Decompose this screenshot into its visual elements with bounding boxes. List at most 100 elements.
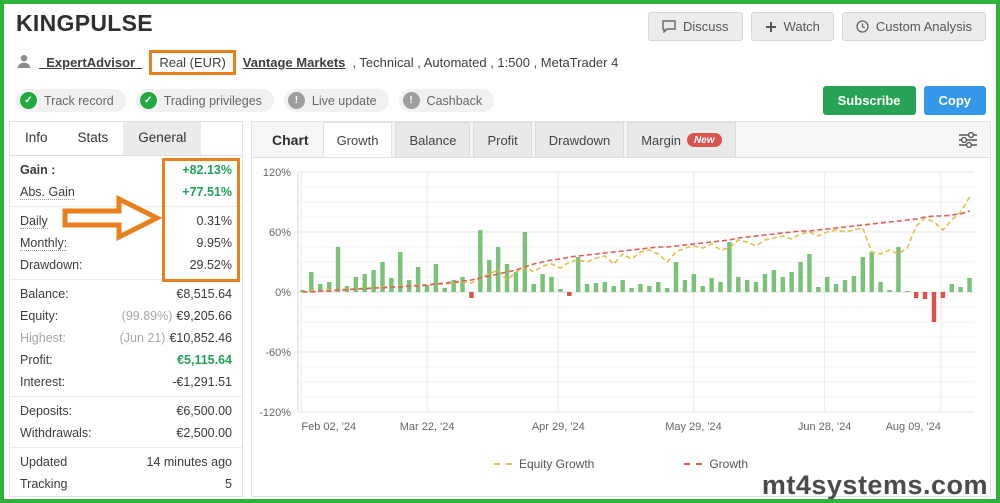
header-actions: Discuss Watch Custom Analysis: [648, 12, 986, 41]
gain-group: Gain : +82.13% Abs. Gain +77.51%: [10, 156, 242, 207]
daily-value: 0.31%: [196, 214, 232, 228]
gain-label: Gain :: [20, 163, 56, 177]
updated-row: Updated 14 minutes ago: [10, 451, 242, 473]
highest-value: (Jun 21) €10,852.46: [119, 331, 232, 345]
daily-label[interactable]: Daily: [20, 213, 48, 229]
tab-profit[interactable]: Profit: [473, 122, 532, 157]
equity-growth-swatch: [493, 463, 512, 465]
watermark: mt4systems.com: [761, 470, 988, 500]
new-badge: New: [686, 133, 722, 147]
legend-growth[interactable]: Growth: [684, 457, 748, 471]
monthly-row: Monthly: 9.95%: [10, 232, 242, 254]
verification-badges: ✓ Track record ✓ Trading privileges ! Li…: [16, 89, 495, 112]
chart-tabbar: Chart Growth Balance Profit Drawdown Mar…: [252, 122, 990, 158]
equity-row: Equity: (99.89%) €9,205.66: [10, 305, 242, 327]
balance-label: Balance:: [20, 287, 69, 301]
check-icon: ✓: [20, 92, 37, 109]
chat-icon: [662, 20, 676, 33]
drawdown-row: Drawdown: 29.52%: [10, 254, 242, 276]
copy-button[interactable]: Copy: [923, 86, 986, 115]
drawdown-value: 29.52%: [189, 258, 232, 272]
svg-text:-60%: -60%: [265, 347, 291, 359]
highest-row: Highest: (Jun 21) €10,852.46: [10, 327, 242, 349]
deposits-group: Deposits: €6,500.00 Withdrawals: €2,500.…: [10, 397, 242, 448]
gain-value: +82.13%: [182, 163, 232, 177]
balance-value: €8,515.64: [176, 287, 232, 301]
svg-text:Apr 29, '24: Apr 29, '24: [532, 421, 585, 433]
drawdown-label: Drawdown:: [20, 258, 83, 272]
live-update-label: Live update: [311, 93, 377, 108]
monthly-value: 9.95%: [196, 236, 232, 250]
updated-value: 14 minutes ago: [146, 455, 232, 469]
tab-stats[interactable]: Stats: [77, 130, 109, 145]
custom-analysis-button[interactable]: Custom Analysis: [841, 12, 986, 41]
tab-chart[interactable]: Chart: [272, 131, 309, 148]
withdrawals-value: €2,500.00: [176, 426, 232, 440]
broker-link[interactable]: Vantage Markets: [242, 55, 346, 70]
tab-info[interactable]: Info: [25, 130, 48, 145]
profit-label: Profit:: [20, 353, 53, 367]
svg-text:-120%: -120%: [259, 407, 291, 419]
deposits-row: Deposits: €6,500.00: [10, 400, 242, 422]
equity-growth-label: Equity Growth: [518, 457, 595, 471]
track-record-badge[interactable]: ✓ Track record: [16, 89, 126, 112]
chart-settings-icon[interactable]: [946, 122, 990, 157]
discuss-label: Discuss: [683, 19, 729, 34]
plus-icon: [765, 21, 777, 33]
tracking-label: Tracking: [20, 477, 68, 491]
equity-percent: (99.89%): [121, 309, 173, 323]
account-meta: , Technical , Automated , 1:500 , MetaTr…: [352, 55, 619, 70]
growth-chart[interactable]: 120% 60% 0% -60% -120% Feb 02, '24 Mar 22, '24…: [252, 158, 988, 450]
cashback-badge[interactable]: ! Cashback: [398, 89, 495, 112]
watch-button[interactable]: Watch: [750, 12, 834, 41]
live-update-badge[interactable]: ! Live update: [283, 89, 389, 112]
profit-value: €5,115.64: [177, 353, 232, 367]
tracking-row: Tracking 5: [10, 473, 242, 495]
tab-growth[interactable]: Growth: [322, 122, 393, 157]
discuss-button[interactable]: Discuss: [648, 12, 743, 41]
watch-label: Watch: [783, 19, 820, 34]
custom-analysis-label: Custom Analysis: [875, 19, 972, 34]
check-icon: ✓: [139, 92, 157, 109]
sidebar-tabs: Info Stats General: [10, 122, 242, 156]
highest-date: (Jun 21): [119, 331, 166, 345]
header: KINGPULSE Discuss Watch: [4, 4, 996, 119]
svg-text:May 29, '24: May 29, '24: [665, 421, 722, 433]
deposits-value: €6,500.00: [176, 404, 232, 418]
trading-privileges-badge[interactable]: ✓ Trading privileges: [135, 89, 274, 112]
growth-label: Growth: [709, 457, 749, 471]
rate-group: Daily 0.31% Monthly: 9.95% Drawdown: 29.…: [10, 207, 242, 280]
abs-gain-label[interactable]: Abs. Gain: [20, 184, 75, 200]
gain-row: Gain : +82.13%: [10, 159, 242, 181]
updated-label: Updated: [20, 455, 68, 469]
withdrawals-row: Withdrawals: €2,500.00: [10, 422, 242, 444]
tab-margin[interactable]: Margin New: [627, 122, 736, 157]
deposits-label: Deposits:: [20, 404, 73, 418]
monthly-label[interactable]: Monthly:: [20, 235, 68, 251]
tab-balance[interactable]: Balance: [395, 122, 471, 157]
exclamation-icon: !: [287, 92, 305, 109]
interest-label: Interest:: [20, 375, 66, 389]
withdrawals-label: Withdrawals:: [20, 426, 92, 440]
tab-general[interactable]: General: [123, 122, 202, 155]
cashback-label: Cashback: [426, 93, 483, 108]
meta-group: Updated 14 minutes ago Tracking 5: [10, 448, 242, 496]
trading-privileges-label: Trading privileges: [163, 93, 262, 108]
tracking-value: 5: [225, 477, 232, 491]
account-type-highlight: Real (EUR): [149, 50, 236, 75]
trader-link[interactable]: _ExpertAdvisor_: [39, 55, 143, 70]
legend-equity-growth[interactable]: Equity Growth: [493, 457, 595, 471]
equity-value: (99.89%) €9,205.66: [121, 309, 232, 323]
clock-icon: [856, 20, 869, 33]
growth-swatch: [684, 463, 703, 465]
page-title: KINGPULSE: [16, 10, 153, 36]
account-row: _ExpertAdvisor_ Real (EUR) Vantage Marke…: [16, 50, 986, 75]
abs-gain-row: Abs. Gain +77.51%: [10, 181, 242, 203]
user-icon: [16, 54, 32, 72]
subscribe-button[interactable]: Subscribe: [822, 86, 916, 115]
cta-buttons: Subscribe Copy: [822, 86, 986, 115]
balance-row: Balance: €8,515.64: [10, 283, 242, 305]
interest-value: -€1,291.51: [172, 375, 232, 389]
tab-drawdown[interactable]: Drawdown: [534, 122, 625, 157]
